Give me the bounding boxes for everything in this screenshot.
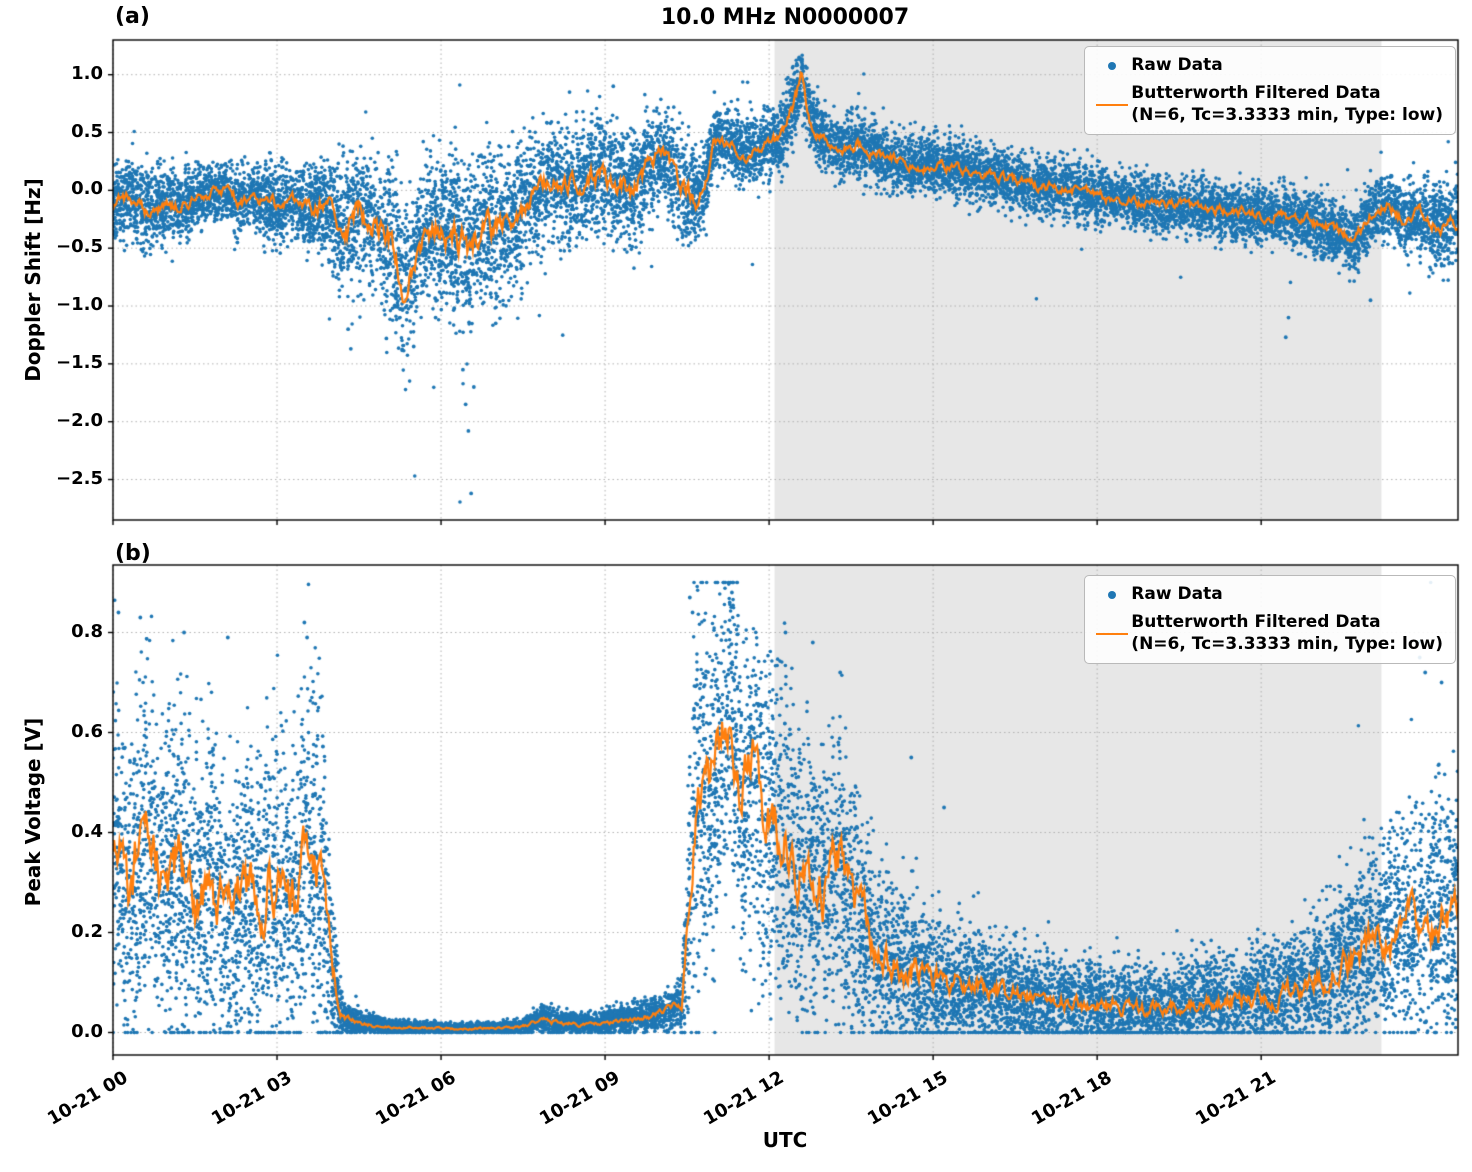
raw-data-dot-icon bbox=[1108, 61, 1117, 70]
legend-filtered-label: Butterworth Filtered Data (N=6, Tc=3.333… bbox=[1131, 612, 1443, 655]
x-tick-label: 10-21 18 bbox=[1028, 1067, 1116, 1130]
legend-filtered-line2: (N=6, Tc=3.3333 min, Type: low) bbox=[1131, 104, 1443, 125]
legend-raw-label: Raw Data bbox=[1131, 55, 1223, 75]
legend-filtered-line2: (N=6, Tc=3.3333 min, Type: low) bbox=[1131, 633, 1443, 654]
filtered-line-sample-icon bbox=[1096, 103, 1129, 106]
x-tick-label: 10-21 12 bbox=[700, 1067, 788, 1130]
y-tick-label: 0.2 bbox=[71, 920, 103, 942]
panel-a-tag: (a) bbox=[115, 4, 150, 29]
x-tick-label: 10-21 09 bbox=[536, 1067, 624, 1130]
x-tick-label: 10-21 21 bbox=[1192, 1067, 1280, 1130]
legend-entry-raw: Raw Data bbox=[1093, 55, 1443, 76]
raw-data-marker-handle bbox=[1093, 61, 1131, 70]
legend-entry-filtered: Butterworth Filtered Data (N=6, Tc=3.333… bbox=[1093, 612, 1443, 655]
legend-entry-filtered: Butterworth Filtered Data (N=6, Tc=3.333… bbox=[1093, 83, 1443, 126]
filtered-line-handle bbox=[1093, 103, 1131, 106]
y-tick-label: −2.5 bbox=[56, 467, 103, 489]
y-tick-label: 0.4 bbox=[71, 820, 103, 842]
legend-entry-raw: Raw Data bbox=[1093, 584, 1443, 605]
y-tick-label: 0.5 bbox=[71, 120, 103, 142]
legend-filtered-line1: Butterworth Filtered Data bbox=[1131, 83, 1381, 104]
peak-voltage-axis-label: Peak Voltage [V] bbox=[21, 717, 45, 907]
legend-filtered-line1: Butterworth Filtered Data bbox=[1131, 612, 1381, 633]
x-tick-label: 10-21 06 bbox=[372, 1067, 460, 1130]
x-axis-label: UTC bbox=[762, 1128, 808, 1152]
y-tick-label: −2.0 bbox=[56, 409, 103, 431]
y-tick-label: 1.0 bbox=[71, 62, 103, 84]
raw-data-dot-icon bbox=[1108, 590, 1117, 599]
legend-filtered-label: Butterworth Filtered Data (N=6, Tc=3.333… bbox=[1131, 83, 1443, 126]
x-tick-label: 10-21 00 bbox=[44, 1067, 132, 1130]
y-tick-label: 0.0 bbox=[71, 1020, 103, 1042]
y-tick-label: −1.5 bbox=[56, 351, 103, 373]
y-tick-label: −0.5 bbox=[56, 236, 103, 258]
x-tick-label: 10-21 03 bbox=[208, 1067, 296, 1130]
legend-raw-label: Raw Data bbox=[1131, 584, 1223, 604]
raw-data-marker-handle bbox=[1093, 590, 1131, 599]
filtered-line-handle bbox=[1093, 632, 1131, 635]
legend-panel-b: Raw Data Butterworth Filtered Data (N=6,… bbox=[1084, 575, 1456, 664]
y-tick-label: −1.0 bbox=[56, 294, 103, 316]
y-tick-label: 0.6 bbox=[71, 720, 103, 742]
y-tick-label: 0.0 bbox=[71, 178, 103, 200]
filtered-line-sample-icon bbox=[1096, 632, 1129, 635]
legend-panel-a: Raw Data Butterworth Filtered Data (N=6,… bbox=[1084, 46, 1456, 135]
figure-title: 10.0 MHz N0000007 bbox=[660, 5, 910, 30]
y-tick-label: 0.8 bbox=[71, 620, 103, 642]
x-tick-label: 10-21 15 bbox=[864, 1067, 952, 1130]
